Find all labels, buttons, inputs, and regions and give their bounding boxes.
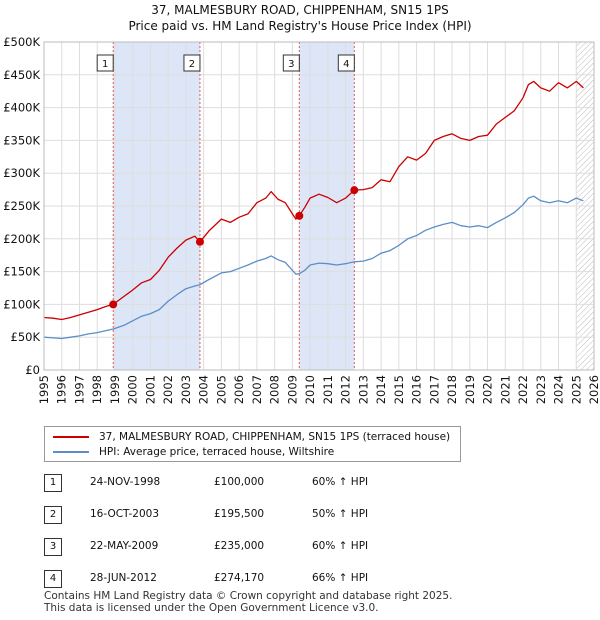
sale-marker-badge	[96, 54, 114, 72]
x-tick-label: 1997	[72, 375, 86, 404]
sale-badge: 2	[44, 506, 62, 524]
chart-title: 37, MALMESBURY ROAD, CHIPPENHAM, SN15 1P…	[151, 3, 449, 17]
legend-label-hpi: HPI: Average price, terraced house, Wilt…	[99, 446, 335, 458]
x-tick-label: 2026	[587, 375, 600, 404]
x-tick-label: 2009	[285, 375, 299, 404]
sale-row: 1 24-NOV-1998 £100,000 60% ↑ HPI	[44, 474, 464, 494]
sale-price: £195,500	[214, 508, 265, 520]
x-tick-label: 1996	[55, 375, 69, 404]
x-tick-label: 2013	[356, 375, 370, 404]
sale-date: 22-MAY-2009	[90, 540, 159, 552]
x-tick-label: 2014	[374, 375, 388, 404]
y-tick-label: £250K	[3, 199, 40, 213]
y-tick-label: £100K	[3, 297, 40, 311]
sale-row: 4 28-JUN-2012 £274,170 66% ↑ HPI	[44, 570, 464, 590]
y-tick-label: £150K	[3, 265, 40, 279]
y-tick-label: £0	[25, 363, 40, 377]
sale-marker-badge	[183, 54, 201, 72]
y-tick-label: £500K	[3, 35, 40, 49]
y-tick-label: £350K	[3, 133, 40, 147]
x-tick-label: 1999	[108, 375, 122, 404]
sale-date: 28-JUN-2012	[90, 572, 157, 584]
x-tick-label: 2004	[197, 375, 211, 404]
x-tick-label: 2002	[161, 375, 175, 404]
sale-price: £235,000	[214, 540, 265, 552]
sale-date: 16-OCT-2003	[90, 508, 159, 520]
chart-subtitle: Price paid vs. HM Land Registry's House …	[128, 19, 472, 33]
y-tick-label: £50K	[11, 330, 41, 344]
x-tick-label: 2001	[143, 375, 157, 404]
x-tick-label: 1998	[90, 375, 104, 404]
sale-date: 24-NOV-1998	[90, 476, 161, 488]
x-tick-label: 1995	[37, 375, 51, 404]
footer: Contains HM Land Registry data © Crown c…	[44, 590, 452, 614]
property-price-line	[43, 80, 584, 321]
x-tick-label: 2024	[552, 375, 566, 404]
x-tick-label: 2019	[463, 375, 477, 404]
x-tick-label: 2023	[534, 375, 548, 404]
x-tick-label: 2003	[179, 375, 193, 404]
x-tick-label: 2020	[481, 375, 495, 404]
sale-hpi-change: 50% ↑ HPI	[312, 508, 369, 520]
x-tick-label: 2005	[214, 375, 228, 404]
hpi-line	[43, 195, 584, 340]
sale-marker-number: 1	[102, 59, 108, 70]
sale-hpi-change: 60% ↑ HPI	[312, 540, 369, 552]
plot-frame	[43, 41, 595, 371]
legend: 37, MALMESBURY ROAD, CHIPPENHAM, SN15 1P…	[44, 426, 461, 462]
y-tick-label: £400K	[3, 101, 40, 115]
sale-badge: 1	[44, 474, 62, 492]
footer-copyright: Contains HM Land Registry data © Crown c…	[44, 590, 453, 602]
y-tick-label: £450K	[3, 68, 40, 82]
sale-marker-number: 4	[343, 59, 349, 70]
y-tick-label: £200K	[3, 232, 40, 246]
sale-row: 2 16-OCT-2003 £195,500 50% ↑ HPI	[44, 506, 464, 526]
sale-price: £100,000	[214, 476, 265, 488]
x-tick-label: 2010	[303, 375, 317, 404]
sale-point	[195, 237, 204, 246]
x-tick-label: 2017	[427, 375, 441, 404]
sale-marker-badge	[282, 54, 300, 72]
footer-licence: This data is licensed under the Open Gov…	[44, 602, 379, 614]
x-tick-label: 2012	[339, 375, 353, 404]
x-tick-label: 2022	[516, 375, 530, 404]
sale-hpi-change: 60% ↑ HPI	[312, 476, 369, 488]
price-chart: 1 2 3 4 £0 £50K £100K £150K £200K £250K £300K £350…	[3, 35, 600, 404]
sale-marker-number: 2	[189, 59, 195, 70]
x-tick-label: 2008	[268, 375, 282, 404]
sale-point	[109, 300, 118, 309]
x-tick-label: 2000	[126, 375, 140, 404]
legend-swatch-property	[53, 436, 89, 438]
y-tick-label: £300K	[3, 166, 40, 180]
x-tick-label: 2016	[410, 375, 424, 404]
sale-marker-badge	[337, 54, 355, 72]
sale-hpi-change: 66% ↑ HPI	[312, 572, 369, 584]
x-tick-label: 2007	[250, 375, 264, 404]
x-tick-label: 2011	[321, 375, 335, 404]
legend-label-property: 37, MALMESBURY ROAD, CHIPPENHAM, SN15 1P…	[99, 431, 451, 443]
sale-point	[350, 186, 359, 195]
x-tick-label: 2025	[569, 375, 583, 404]
legend-swatch-hpi	[53, 451, 89, 453]
sale-point	[295, 211, 304, 220]
sale-marker-number: 3	[288, 59, 294, 70]
x-tick-label: 2018	[445, 375, 459, 404]
x-tick-label: 2015	[392, 375, 406, 404]
sale-row: 3 22-MAY-2009 £235,000 60% ↑ HPI	[44, 538, 464, 558]
x-tick-label: 2021	[498, 375, 512, 404]
sale-badge: 4	[44, 570, 62, 588]
x-tick-label: 2006	[232, 375, 246, 404]
sale-price: £274,170	[214, 572, 265, 584]
sale-badge: 3	[44, 538, 62, 556]
